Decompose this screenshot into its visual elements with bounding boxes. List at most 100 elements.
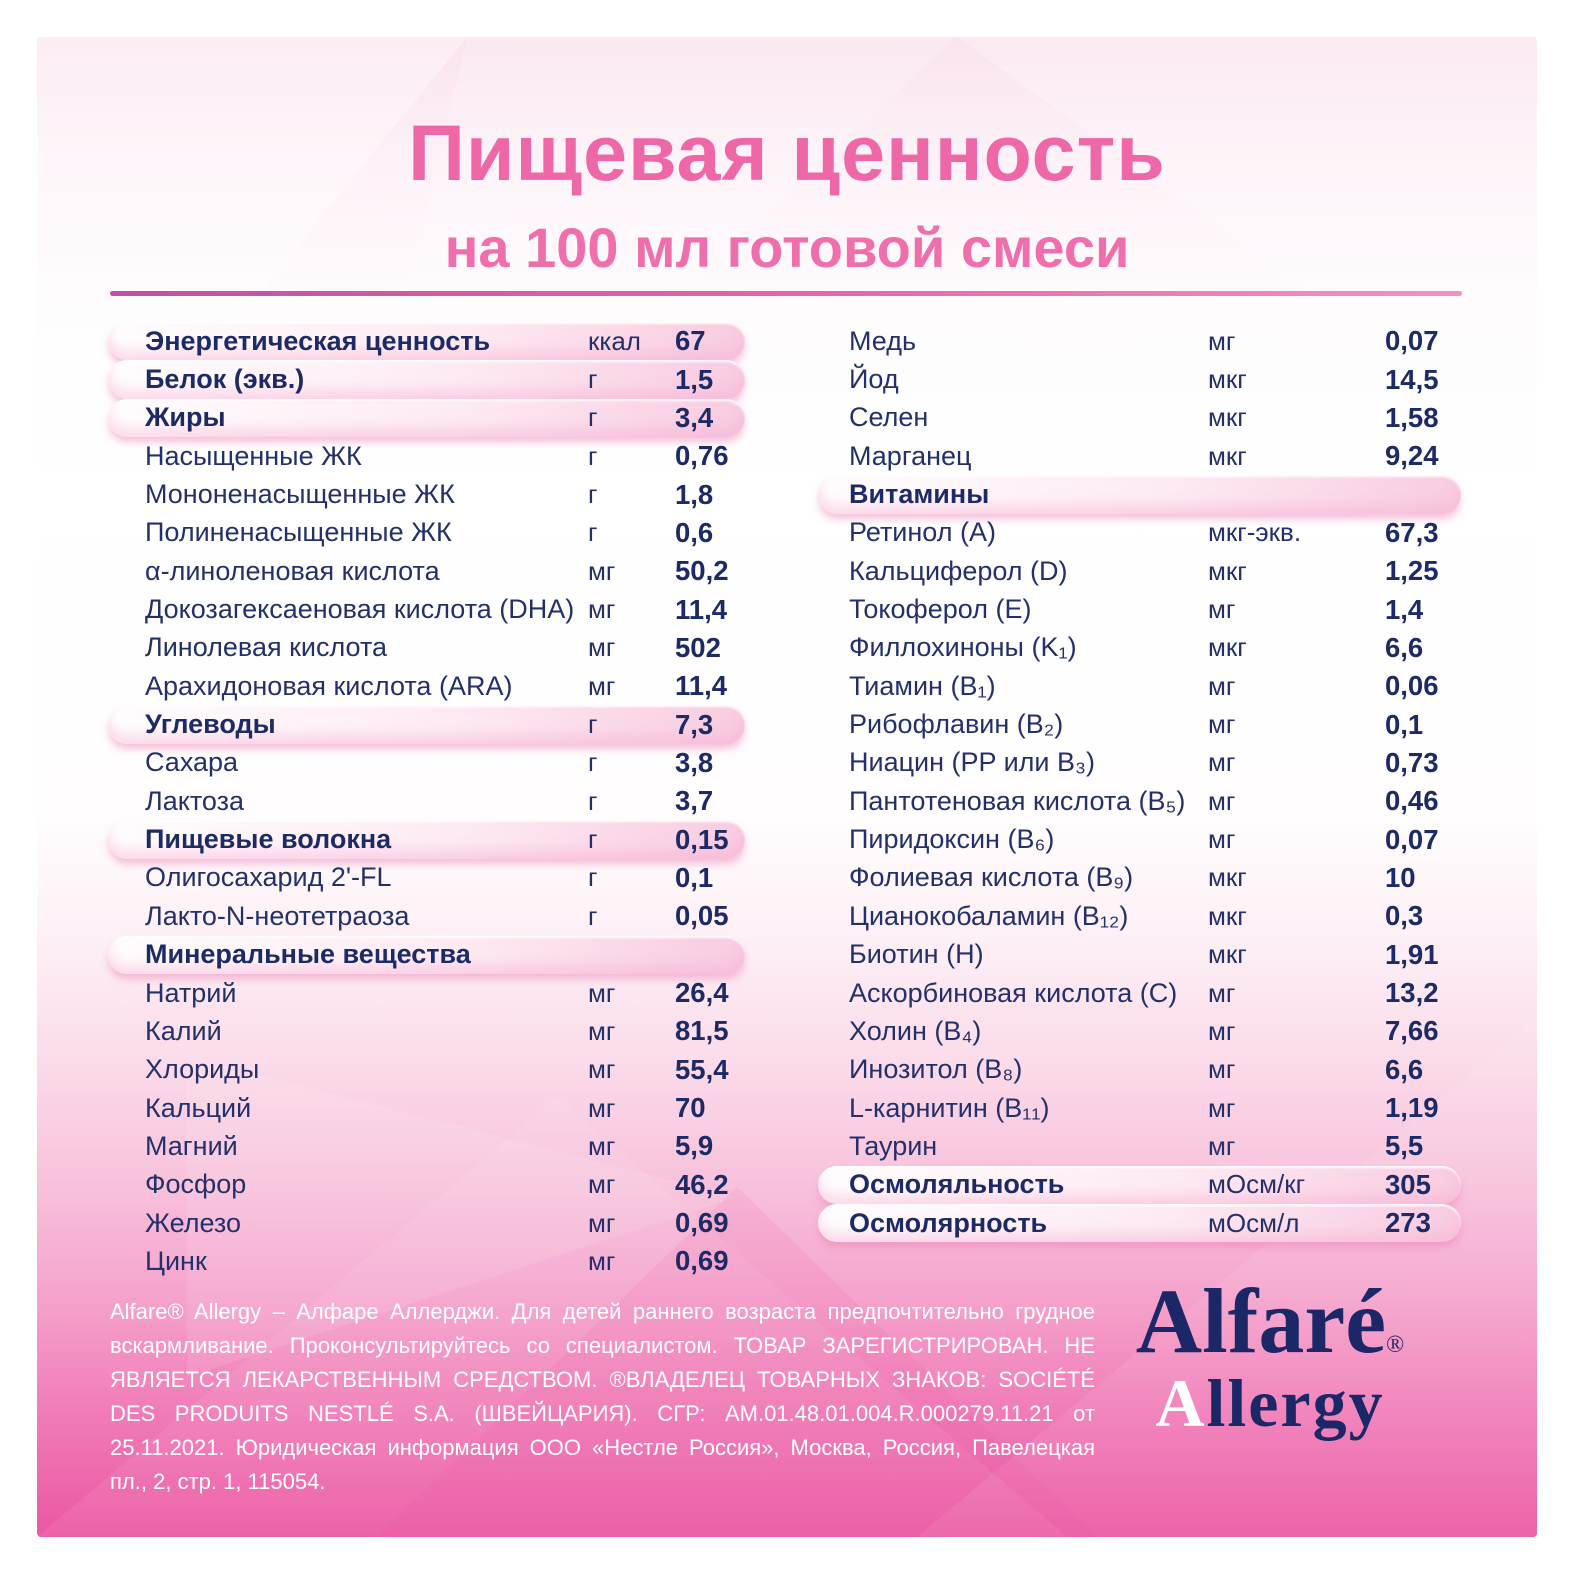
row-value: 11,4 [675, 593, 728, 625]
table-row: Тиамин (B₁) мг 0,06 [818, 667, 1461, 705]
row-unit: мг [588, 632, 616, 663]
brand-name: Alfaré® [1075, 1275, 1465, 1367]
row-unit: мг [588, 1245, 616, 1276]
row-label: Пищевые волокна [145, 824, 392, 855]
row-label: Осмоляльность [849, 1169, 1065, 1200]
row-unit: мг [1208, 1130, 1236, 1161]
row-value: 1,4 [1385, 593, 1424, 625]
row-unit: г [588, 402, 598, 433]
row-unit: ккал [588, 325, 641, 356]
row-value: 70 [675, 1092, 706, 1124]
row-unit: г [588, 364, 598, 395]
row-value: 7,66 [1385, 1015, 1439, 1047]
row-label: Фолиевая кислота (B₉) [849, 862, 1134, 893]
row-unit: мкг-экв. [1208, 517, 1302, 548]
row-unit: мг [588, 1130, 616, 1161]
table-row-highlighted: Минеральные вещества [108, 935, 745, 974]
table-column-right: Медь мг 0,07 Йод мкг 14,5 Селен мкг 1,58 Марганец… [818, 322, 1461, 1243]
row-value: 0,15 [675, 823, 729, 855]
table-row-highlighted: Осмоляльность мОсм/кг 305 [818, 1165, 1461, 1204]
row-label: Докозагексаеновая кислота (DHA) [145, 594, 575, 625]
row-unit: г [588, 440, 598, 471]
row-value: 502 [675, 631, 721, 663]
row-label: Токоферол (E) [849, 594, 1032, 625]
row-label: Инозитол (B₈) [849, 1054, 1023, 1085]
table-row: Кальциферол (D) мкг 1,25 [818, 552, 1461, 590]
row-unit: мг [588, 1169, 616, 1200]
table-row: Инозитол (B₈) мг 6,6 [818, 1051, 1461, 1089]
row-label: Хлориды [145, 1054, 260, 1085]
row-unit: мг [588, 977, 616, 1008]
row-unit: мг [588, 670, 616, 701]
table-row-highlighted: Жиры г 3,4 [108, 398, 745, 438]
brand-logo: Alfaré® Allergy [1075, 1275, 1465, 1437]
row-value: 1,5 [675, 363, 714, 395]
row-unit: г [588, 785, 598, 816]
table-row: Докозагексаеновая кислота (DHA) мг 11,4 [108, 590, 745, 628]
row-value: 0,69 [675, 1207, 729, 1239]
row-value: 6,6 [1385, 631, 1424, 663]
row-value: 14,5 [1385, 363, 1439, 395]
row-value: 81,5 [675, 1015, 729, 1047]
row-value: 273 [1385, 1207, 1431, 1239]
table-row: Биотин (H) мкг 1,91 [818, 936, 1461, 974]
page-title: Пищевая ценность [408, 108, 1166, 197]
row-label: Кальций [145, 1092, 252, 1123]
table-row: Холин (B₄) мг 7,66 [818, 1012, 1461, 1050]
table-row: Лакто-N-неотетраоза г 0,05 [108, 897, 745, 935]
row-value: 0,1 [1385, 708, 1424, 740]
table-row: Йод мкг 14,5 [818, 360, 1461, 398]
row-value: 5,9 [675, 1130, 714, 1162]
row-value: 0,3 [1385, 900, 1424, 932]
table-row: Лактоза г 3,7 [108, 782, 745, 820]
row-unit: мг [1208, 747, 1236, 778]
row-value: 3,4 [675, 401, 714, 433]
row-value: 0,46 [1385, 785, 1439, 817]
row-label: Йод [849, 364, 899, 395]
row-value: 3,7 [675, 785, 714, 817]
row-label: Фосфор [145, 1169, 247, 1200]
row-value: 5,5 [1385, 1130, 1424, 1162]
row-label: Железо [145, 1207, 241, 1238]
row-unit: г [588, 709, 598, 740]
table-row: Магний мг 5,9 [108, 1127, 745, 1165]
row-label: Цианокобаламин (B₁₂) [849, 900, 1129, 931]
row-label: Белок (экв.) [145, 364, 305, 395]
row-label: Филлохиноны (K₁) [849, 632, 1077, 663]
row-unit: мг [1208, 824, 1236, 855]
row-unit: г [588, 900, 598, 931]
row-label: Ретинол (A) [849, 517, 996, 548]
table-row: Мононенасыщенные ЖК г 1,8 [108, 475, 745, 513]
row-label: Мононенасыщенные ЖК [145, 479, 455, 510]
row-label: Биотин (H) [849, 939, 984, 970]
row-label: Цинк [145, 1245, 207, 1276]
row-label: Олигосахарид 2'-FL [145, 862, 392, 893]
table-row-highlighted: Углеводы г 7,3 [108, 705, 745, 744]
row-value: 1,58 [1385, 401, 1439, 433]
divider-line [110, 291, 1462, 296]
row-label: Осмолярность [849, 1207, 1048, 1238]
row-unit: мг [588, 1207, 616, 1238]
table-row: Селен мкг 1,58 [818, 399, 1461, 437]
table-row: Таурин мг 5,5 [818, 1127, 1461, 1165]
row-unit: г [588, 479, 598, 510]
brand-subname: Allergy [1075, 1369, 1465, 1437]
row-label: Линолевая кислота [145, 632, 388, 663]
table-row-highlighted: Белок (экв.) г 1,5 [108, 360, 745, 399]
row-label: Медь [849, 325, 917, 356]
row-value: 305 [1385, 1168, 1431, 1200]
row-label: Ниацин (PP или B₃) [849, 747, 1095, 778]
row-label: Тиамин (B₁) [849, 670, 996, 701]
row-label: Селен [849, 402, 929, 433]
table-row: Сахара г 3,8 [108, 744, 745, 782]
table-row: Аскорбиновая кислота (C) мг 13,2 [818, 974, 1461, 1012]
row-value: 0,73 [1385, 746, 1439, 778]
row-value: 0,05 [675, 900, 729, 932]
row-value: 1,19 [1385, 1092, 1439, 1124]
row-unit: мкг [1208, 939, 1247, 970]
row-value: 0,1 [675, 861, 714, 893]
row-value: 26,4 [675, 977, 729, 1009]
table-row: Фолиевая кислота (B₉) мкг 10 [818, 859, 1461, 897]
row-value: 67 [675, 325, 706, 357]
page-subtitle: на 100 мл готовой смеси [444, 216, 1130, 279]
